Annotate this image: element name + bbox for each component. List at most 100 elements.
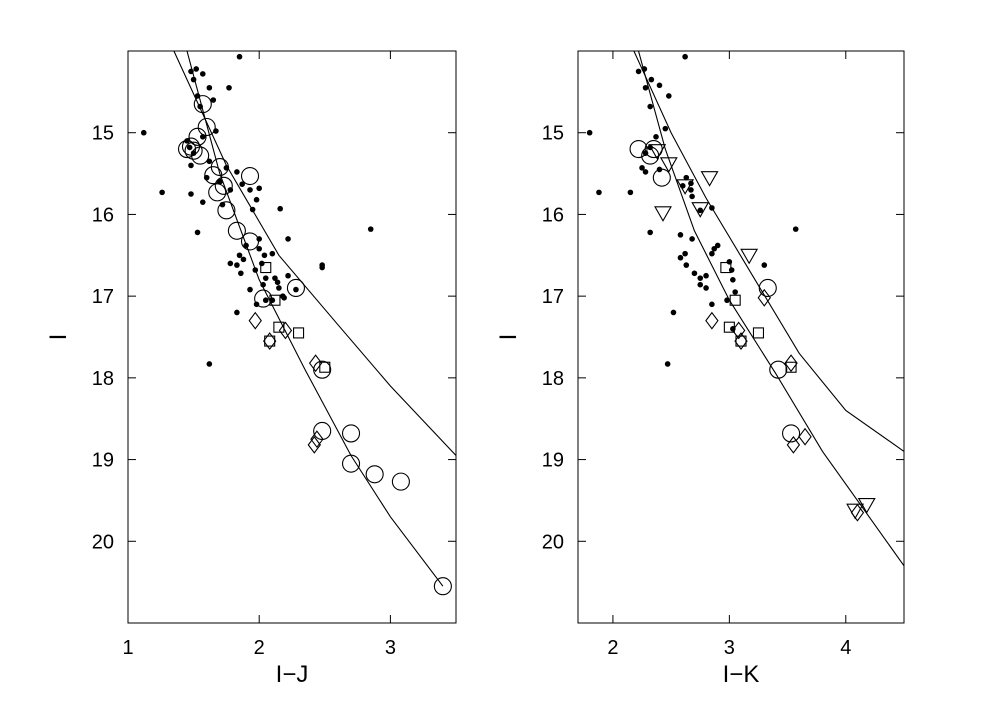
data-point-diamond — [310, 430, 324, 449]
x-tick-label: 2 — [254, 637, 265, 659]
data-point-circle — [188, 127, 207, 146]
curves-left — [173, 50, 457, 587]
data-point-dot — [691, 270, 698, 277]
data-point-square — [729, 294, 741, 306]
data-point-dot — [647, 229, 653, 236]
plot-area-left — [127, 50, 457, 624]
markers-left — [140, 53, 452, 596]
data-point-triangle — [676, 179, 695, 195]
data-point-dot — [247, 187, 253, 193]
y-tick-label: 19 — [542, 450, 564, 472]
data-point-dot — [188, 162, 194, 169]
data-point-dot — [199, 199, 206, 205]
data-point-dot — [234, 169, 240, 175]
data-point-dot — [714, 242, 721, 249]
isochrone-curve — [173, 50, 457, 456]
data-point-diamond — [798, 427, 812, 446]
data-point-dot — [586, 129, 593, 136]
data-point-dot — [709, 250, 715, 257]
data-point-circle — [433, 577, 452, 596]
data-point-triangle — [659, 157, 678, 173]
data-point-dot — [293, 286, 299, 293]
data-point-circle — [652, 168, 671, 187]
data-point-diamond — [278, 321, 293, 340]
x-ticks-right: 2 3 4 — [607, 51, 851, 659]
data-point-dot — [188, 191, 194, 197]
data-point-dot — [276, 285, 282, 291]
y-tick-label: 20 — [542, 531, 564, 553]
data-point-dot — [274, 279, 281, 286]
data-point-dot — [226, 84, 232, 91]
data-point-circle — [214, 176, 233, 195]
data-point-dot — [709, 205, 715, 211]
data-point-dot — [140, 129, 147, 136]
data-point-square — [723, 321, 735, 333]
data-point-dot — [792, 226, 799, 232]
data-point-circle — [193, 95, 212, 114]
data-point-dot — [206, 361, 213, 367]
y-tick-label: 20 — [92, 531, 114, 553]
data-point-square — [264, 335, 276, 347]
y-tick-label: 17 — [542, 286, 564, 308]
data-point-dot — [642, 169, 649, 175]
markers-right — [586, 53, 876, 522]
data-point-dot — [217, 178, 223, 185]
data-point-dot — [227, 260, 234, 267]
plot-area-right — [577, 50, 905, 624]
data-point-dot — [243, 242, 249, 249]
data-point-circle — [204, 166, 223, 185]
data-point-dot — [281, 294, 287, 301]
data-point-dot — [703, 285, 709, 291]
y-axis-label-left: I — [45, 334, 72, 341]
data-point-diamond — [308, 354, 323, 373]
data-point-dot — [262, 275, 269, 281]
data-point-triangle — [740, 248, 759, 265]
data-point-circle — [313, 360, 332, 379]
data-point-circle — [227, 221, 246, 240]
data-point-dot — [252, 267, 259, 273]
data-point-triangle — [700, 171, 719, 187]
data-point-dot — [261, 252, 268, 259]
y-axis-label-right: I — [495, 334, 522, 341]
y-ticks-left: 15 16 17 18 19 20 — [92, 123, 456, 553]
data-point-dot — [194, 93, 201, 99]
data-point-dot — [188, 68, 194, 75]
isochrone-curve — [186, 50, 444, 587]
data-point-square — [319, 361, 331, 373]
data-point-dot — [190, 76, 197, 83]
x-tick-label: 1 — [122, 637, 133, 659]
x-axis-label-right: I−K — [723, 661, 760, 688]
data-point-circle — [629, 140, 648, 159]
data-point-dot — [234, 309, 240, 316]
y-tick-label: 16 — [92, 204, 114, 226]
data-point-square — [273, 321, 285, 333]
data-point-dot — [210, 97, 217, 103]
data-point-diamond — [263, 332, 277, 351]
data-point-dot — [642, 84, 649, 91]
data-point-circle — [197, 117, 216, 137]
data-point-dot — [194, 229, 201, 236]
data-point-dot — [206, 84, 213, 91]
curves-right — [633, 50, 905, 567]
data-point-circle — [240, 232, 260, 251]
isochrone-curve — [633, 50, 905, 452]
data-point-dot — [199, 71, 206, 77]
panel-right: I−K I 2 3 4 15 16 17 18 19 20 — [495, 50, 905, 688]
data-point-circle — [365, 465, 384, 484]
data-point-dot — [238, 270, 244, 277]
data-point-dot — [648, 76, 655, 83]
data-point-dot — [277, 205, 283, 212]
data-point-dot — [647, 103, 653, 110]
data-point-square — [293, 327, 305, 339]
data-point-circle — [240, 166, 260, 186]
data-point-circle — [782, 424, 801, 443]
data-point-circle — [391, 472, 410, 491]
data-point-dot — [240, 256, 247, 263]
isochrone-curve — [637, 50, 905, 567]
y-tick-label: 18 — [92, 368, 114, 390]
data-point-dot — [689, 236, 695, 242]
data-point-square — [260, 261, 272, 274]
data-point-dot — [662, 125, 669, 132]
data-point-dot — [677, 232, 684, 238]
